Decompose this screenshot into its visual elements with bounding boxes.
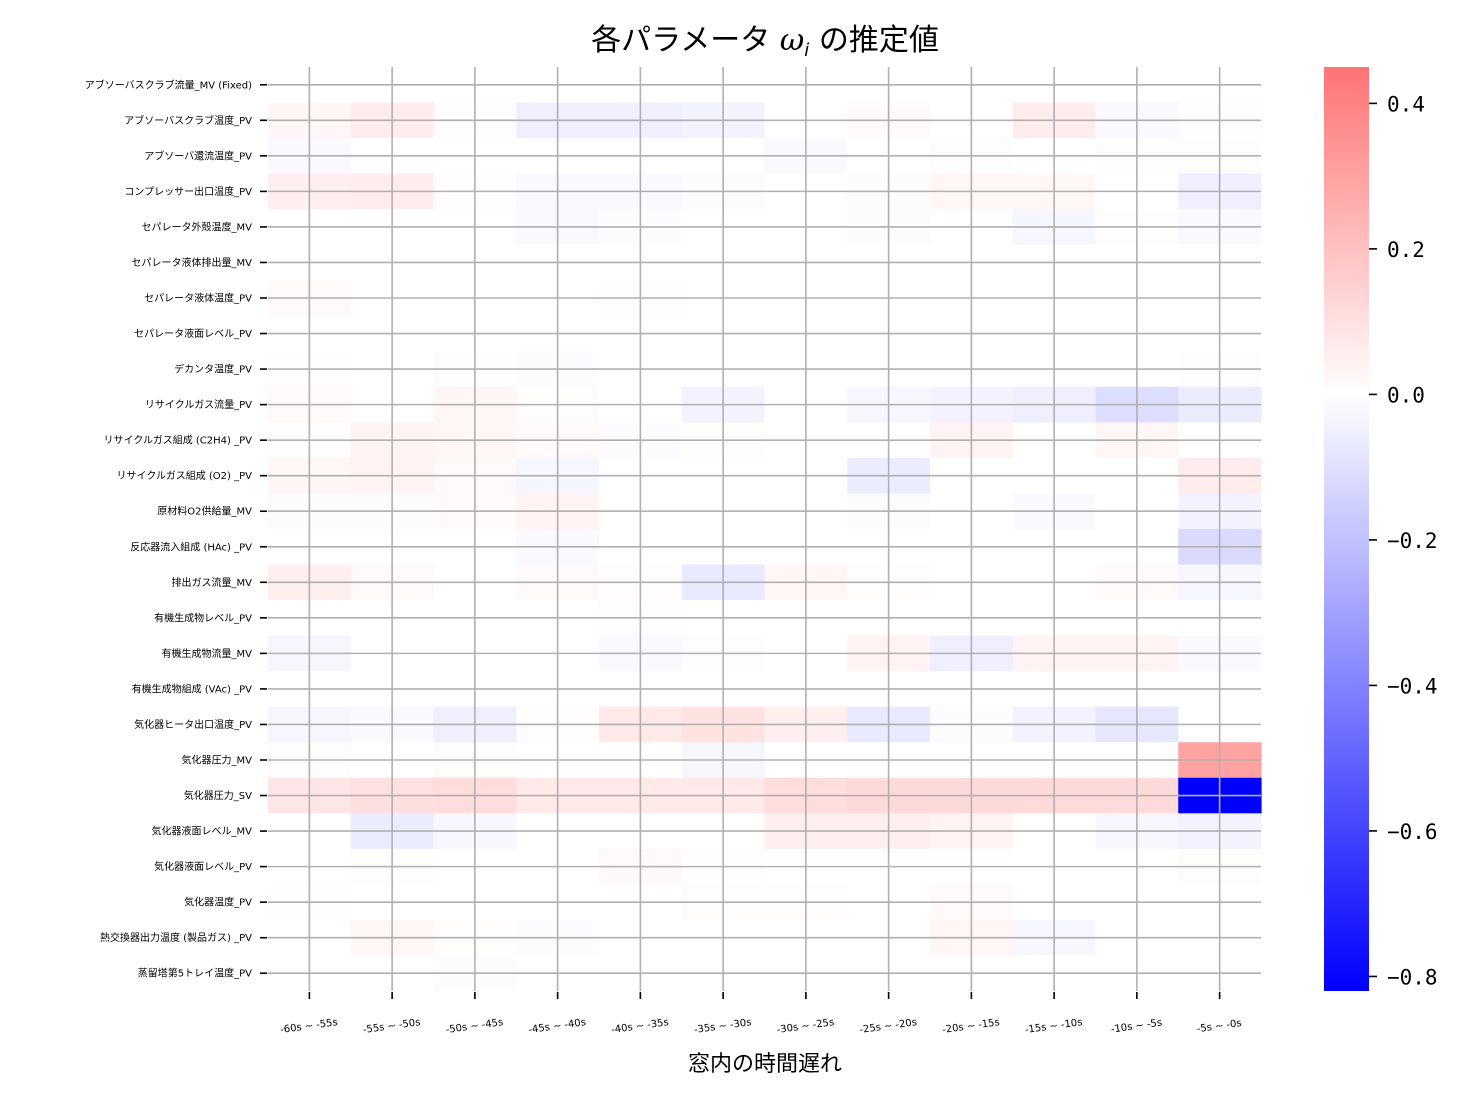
y-tick-label: 気化器圧力_SV [184,789,252,802]
chart-title-subscript: i [804,40,809,61]
y-tick-label: リサイクルガス組成 (C2H4) _PV [104,434,253,447]
x-tick-label: -35s ~ -30s [693,1017,752,1036]
y-tick-label: 気化器圧力_MV [182,754,253,767]
chart-title-symbol: ω [780,23,804,58]
y-tick-label: 反応器流入組成 (HAc) _PV [130,540,252,553]
colorbar-tick-label: 0.0 [1387,383,1425,407]
y-tick-label: 排出ガス流量_MV [172,576,253,589]
y-tick-label: デカンタ温度_PV [174,363,252,376]
y-tick-label: 有機生成物組成 (VAc) _PV [132,682,253,695]
y-tick-label: 気化器ヒータ出口温度_PV [134,718,252,731]
x-tick-label: -10s ~ -5s [1110,1017,1162,1035]
chart-title-main: 各パラメータ [591,23,780,58]
colorbar-tick-label: −0.4 [1387,674,1438,698]
chart-title-tail: の推定値 [809,23,939,58]
y-tick-label: アブソーバスクラブ流量_MV (Fixed) [85,78,252,91]
y-tick-label: 蒸留塔第5トレイ温度_PV [138,967,252,980]
x-tick-label: -40s ~ -35s [611,1017,670,1036]
chart-title: 各パラメータ ωi の推定値 [591,23,939,61]
y-tick-label: セパレータ液面レベル_PV [134,327,252,340]
colorbar-tick-label: −0.2 [1387,529,1438,553]
y-tick-label: 気化器温度_PV [184,896,252,909]
y-axis-ticks: アブソーバスクラブ流量_MV (Fixed) アブソーバスクラブ温度_PV アブソー… [85,78,267,980]
y-tick-label: 原材料O2供給量_MV [157,505,252,518]
x-tick-label: -55s ~ -50s [362,1017,421,1036]
x-tick-label: -60s ~ -55s [280,1017,339,1036]
x-tick-label: -15s ~ -10s [1024,1017,1083,1036]
colorbar-tick-label: −0.6 [1387,820,1438,844]
y-tick-label: アブソーバ還流温度_PV [144,149,252,162]
x-tick-label: -5s ~ -0s [1196,1018,1242,1035]
x-tick-label: -20s ~ -15s [942,1017,1001,1036]
y-tick-label: セパレータ外殻温度_MV [142,220,253,233]
colorbar-tick-label: 0.2 [1387,238,1425,262]
colorbar-tick-label: −0.8 [1387,965,1438,989]
x-tick-label: -25s ~ -20s [859,1017,918,1036]
grid-lines [268,67,1261,991]
x-tick-label: -45s ~ -40s [528,1017,587,1036]
x-tick-label: -50s ~ -45s [445,1017,504,1036]
colorbar [1324,67,1369,991]
heatmap-cells [268,67,1262,992]
colorbar-ticks: 0.4 0.2 0.0 −0.2 −0.4 −0.6 −0.8 [1369,92,1438,989]
y-tick-label: セパレータ液体排出量_MV [132,256,253,269]
x-tick-label: -30s ~ -25s [776,1017,835,1036]
colorbar-tick-label: 0.4 [1387,92,1425,116]
y-tick-label: リサイクルガス流量_PV [145,398,252,411]
x-axis-label: 窓内の時間遅れ [688,1052,842,1077]
y-tick-label: 気化器液面レベル_MV [152,825,253,838]
y-tick-label: セパレータ液体温度_PV [144,292,252,305]
y-tick-label: リサイクルガス組成 (O2) _PV [117,469,253,482]
y-tick-label: 気化器液面レベル_PV [154,860,252,873]
y-tick-label: 熱交換器出力温度 (製品ガス) _PV [100,931,252,944]
y-tick-label: 有機生成物流量_MV [162,647,253,660]
x-axis-ticks: -60s ~ -55s -55s ~ -50s -50s ~ -45s -45s ~ … [280,992,1242,1036]
y-tick-label: 有機生成物レベル_PV [154,611,252,624]
y-tick-label: コンプレッサー出口温度_PV [124,185,252,198]
y-tick-label: アブソーバスクラブ温度_PV [124,114,252,127]
